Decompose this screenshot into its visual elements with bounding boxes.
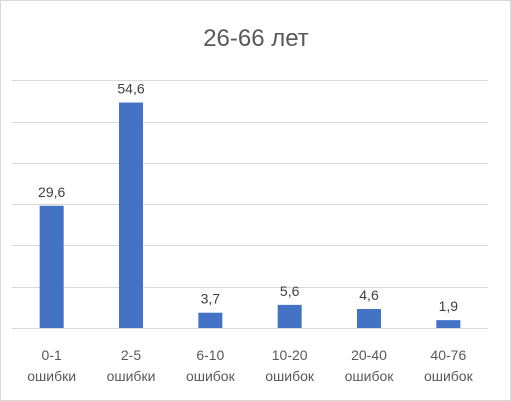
- data-label: 54,6: [117, 81, 144, 97]
- bar: [277, 304, 302, 328]
- gridlines: [12, 80, 488, 329]
- bar: [119, 102, 143, 328]
- x-tick-label: ошибок: [345, 368, 395, 384]
- bars: [39, 102, 461, 328]
- x-tick-label: ошибки: [107, 368, 156, 384]
- x-tick-label: ошибок: [424, 368, 474, 384]
- bar: [436, 320, 461, 328]
- chart-title: 26-66 лет: [203, 25, 309, 52]
- data-label: 4,6: [359, 287, 379, 303]
- data-label: 5,6: [280, 283, 300, 299]
- x-tick-label: 10-20: [272, 347, 308, 363]
- data-label: 3,7: [201, 291, 221, 307]
- bar: [39, 205, 64, 328]
- x-tick-label: ошибок: [265, 368, 315, 384]
- x-tick-label: 0-1: [42, 347, 62, 363]
- x-axis-tick-labels: 0-1 ошибки 2-5 ошибки 6-10 ошибок 10-20 ошибок 2…: [27, 347, 473, 384]
- x-tick-label: ошибок: [186, 368, 236, 384]
- bar: [198, 312, 223, 328]
- bar: [357, 309, 381, 328]
- x-tick-label: 6-10: [196, 347, 224, 363]
- data-label: 29,6: [38, 184, 65, 200]
- x-tick-label: ошибки: [27, 368, 76, 384]
- data-label: 1,9: [439, 298, 459, 314]
- x-tick-label: 20-40: [351, 347, 387, 363]
- x-tick-label: 40-76: [430, 347, 466, 363]
- data-labels: 29,6 54,6 3,7 5,6 4,6 1,9: [38, 81, 458, 315]
- x-tick-label: 2-5: [121, 347, 141, 363]
